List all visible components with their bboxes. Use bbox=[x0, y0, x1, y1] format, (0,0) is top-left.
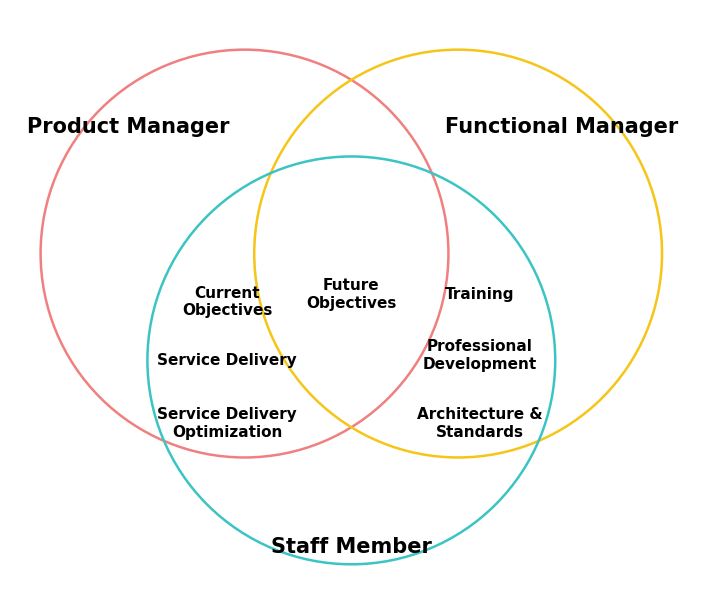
Text: Staff Member: Staff Member bbox=[271, 537, 432, 557]
Text: Functional Manager: Functional Manager bbox=[445, 118, 678, 137]
Text: Current
Objectives: Current Objectives bbox=[182, 286, 273, 318]
Text: Product Manager: Product Manager bbox=[27, 118, 229, 137]
Text: Architecture &
Standards: Architecture & Standards bbox=[417, 408, 542, 439]
Text: Service Delivery
Optimization: Service Delivery Optimization bbox=[157, 408, 297, 439]
Text: Training: Training bbox=[445, 287, 514, 302]
Text: Future
Objectives: Future Objectives bbox=[306, 278, 397, 310]
Text: Service Delivery: Service Delivery bbox=[157, 353, 297, 368]
Text: Professional
Development: Professional Development bbox=[422, 339, 537, 371]
